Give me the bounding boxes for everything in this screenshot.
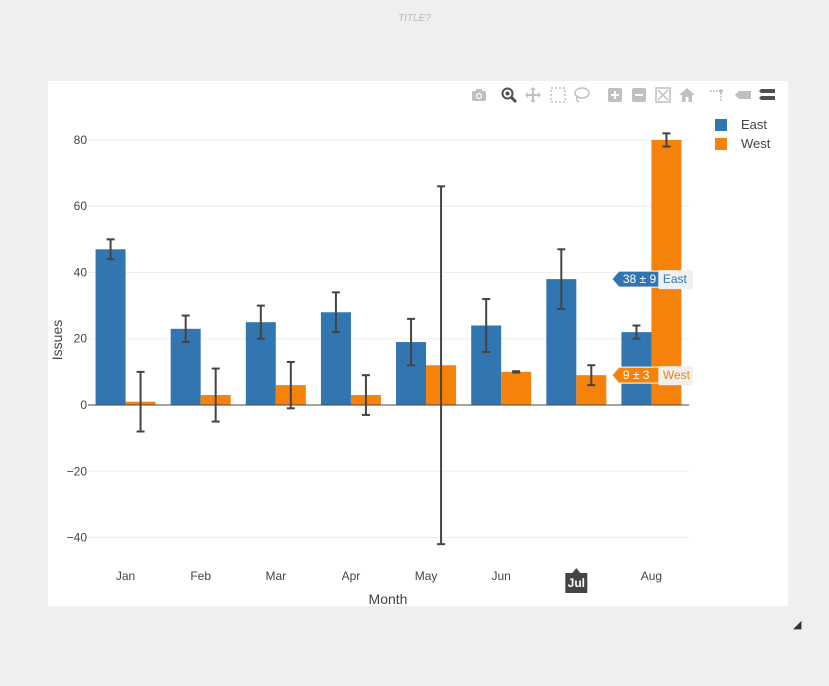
home-icon[interactable] [678,86,696,104]
hover-x-arrow [572,568,581,573]
hover-label-name-box [658,366,693,386]
y-tick-label: 60 [74,199,88,213]
x-tick-label: Feb [190,569,211,583]
y-tick-label: 80 [74,133,88,147]
legend-swatch-west [715,138,727,150]
hover-label-value-west: 9 ± 3 [623,368,650,382]
y-tick-label: −40 [67,531,88,545]
y-tick-label: 0 [80,398,87,412]
hover-label-name-box [658,270,693,290]
legend-label-west: West [741,136,771,151]
hover-label-name-east: East [663,272,688,286]
hover-label-value-east: 38 ± 9 [623,272,657,286]
hover-closest-icon[interactable] [734,86,752,104]
zoom-in-icon[interactable] [606,86,624,104]
x-axis-title: Month [369,591,408,607]
resize-handle-icon[interactable]: ◢ [793,619,802,631]
hover-x-label-box [565,573,588,593]
zoom-out-icon[interactable] [630,86,648,104]
legend-item-west[interactable]: West [714,136,784,155]
hover-compare-icon[interactable] [758,86,776,104]
legend-item-east[interactable]: East [714,117,784,136]
box-select-icon[interactable] [549,86,567,104]
legend-swatch-east [715,119,727,131]
hover-x-label: Jul [568,576,585,590]
bar-east-jan[interactable] [95,249,126,405]
x-tick-label: Jun [492,569,511,583]
x-tick-label: Jan [116,569,135,583]
y-tick-label: 20 [74,332,88,346]
x-tick-label: Aug [641,569,662,583]
x-tick-label: May [415,569,438,583]
y-axis-title: Issues [49,320,65,360]
x-tick-label: Apr [342,569,361,583]
legend-label-east: East [741,117,768,132]
spike-lines-icon[interactable] [708,86,726,104]
page-title: TITLE? [398,13,431,24]
lasso-select-icon[interactable] [573,86,591,104]
camera-icon[interactable] [470,86,488,104]
y-tick-label: 40 [74,265,88,279]
y-tick-label: −20 [67,464,88,478]
pan-icon[interactable] [524,86,542,104]
zoom-icon[interactable] [500,86,518,104]
autoscale-icon[interactable] [654,86,672,104]
bar-west-jun[interactable] [501,371,532,405]
legend: East West [714,117,784,155]
hover-label-name-west: West [663,368,691,382]
x-tick-label: Mar [265,569,286,583]
